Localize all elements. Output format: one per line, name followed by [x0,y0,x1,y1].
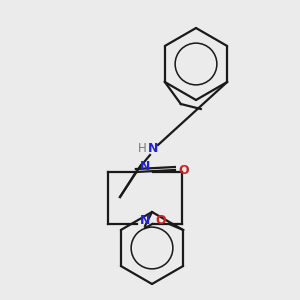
Text: O: O [179,164,189,176]
Text: N: N [140,214,150,227]
Text: N: N [148,142,158,154]
Text: H: H [138,142,146,154]
Text: O: O [156,214,166,226]
Text: N: N [140,160,150,173]
